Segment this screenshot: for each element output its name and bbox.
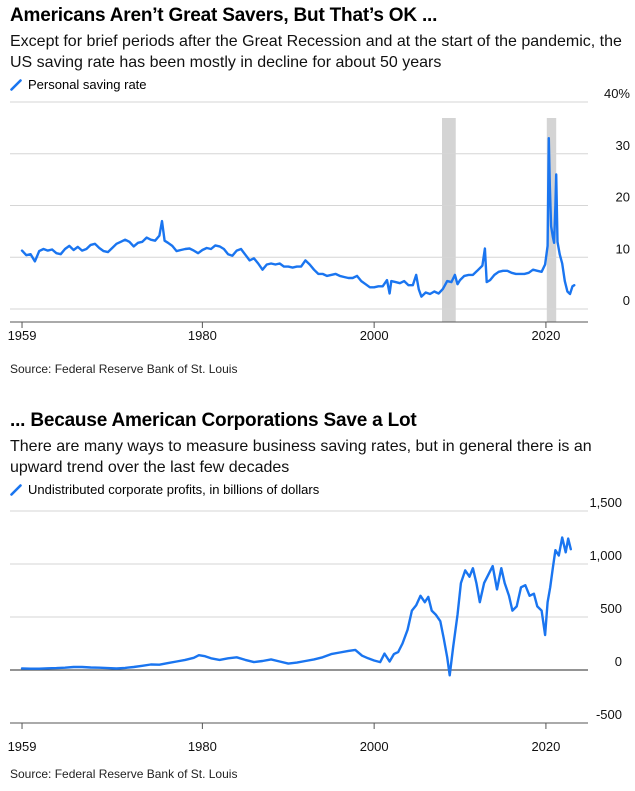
x-tick-label: 1959 <box>8 328 37 343</box>
x-tick-label: 1959 <box>8 739 37 754</box>
chart-source: Source: Federal Reserve Bank of St. Loui… <box>10 767 238 781</box>
chart-legend: Undistributed corporate profits, in bill… <box>10 482 319 497</box>
y-tick-label: 0 <box>615 654 622 669</box>
corporate-profits-chart: -500 0 500 1,000 1,500 1959 1980 2000 2020 <box>8 495 622 754</box>
y-tick-label: 30 <box>616 138 630 153</box>
y-tick-label: 1,000 <box>589 548 622 563</box>
y-tick-label: 10 <box>616 241 630 256</box>
y-tick-label: 40% <box>604 86 630 101</box>
chart-legend: Personal saving rate <box>10 77 147 92</box>
chart-title: Americans Aren’t Great Savers, But That’… <box>10 5 438 26</box>
x-tick-label: 1980 <box>188 328 217 343</box>
y-tick-label: 1,500 <box>589 495 622 510</box>
x-tick-label: 2000 <box>360 739 389 754</box>
x-tick-label: 2020 <box>531 328 560 343</box>
y-tick-label: 0 <box>623 293 630 308</box>
series-line <box>20 137 576 298</box>
saving-rate-chart: 0 10 20 30 40% 1959 1980 2000 2020 <box>8 86 631 343</box>
legend-line-icon <box>10 78 22 91</box>
legend-label: Personal saving rate <box>28 77 147 92</box>
legend-line-icon <box>10 483 22 496</box>
saving-rate-panel: Americans Aren’t Great Savers, But That’… <box>0 0 635 395</box>
chart-subtitle: There are many ways to measure business … <box>10 438 592 476</box>
y-tick-label: 500 <box>600 601 622 616</box>
recession-shading <box>441 118 456 322</box>
x-tick-label: 1980 <box>188 739 217 754</box>
series-line <box>20 536 572 677</box>
chart-title: ... Because American Corporations Save a… <box>10 410 417 431</box>
y-tick-label: -500 <box>596 707 622 722</box>
chart-source: Source: Federal Reserve Bank of St. Loui… <box>10 362 238 376</box>
x-tick-label: 2000 <box>360 328 389 343</box>
chart-subtitle: Except for brief periods after the Great… <box>10 33 622 71</box>
y-tick-label: 20 <box>616 190 630 205</box>
legend-label: Undistributed corporate profits, in bill… <box>28 482 320 497</box>
corporate-profits-panel: ... Because American Corporations Save a… <box>0 405 635 791</box>
x-tick-label: 2020 <box>531 739 560 754</box>
